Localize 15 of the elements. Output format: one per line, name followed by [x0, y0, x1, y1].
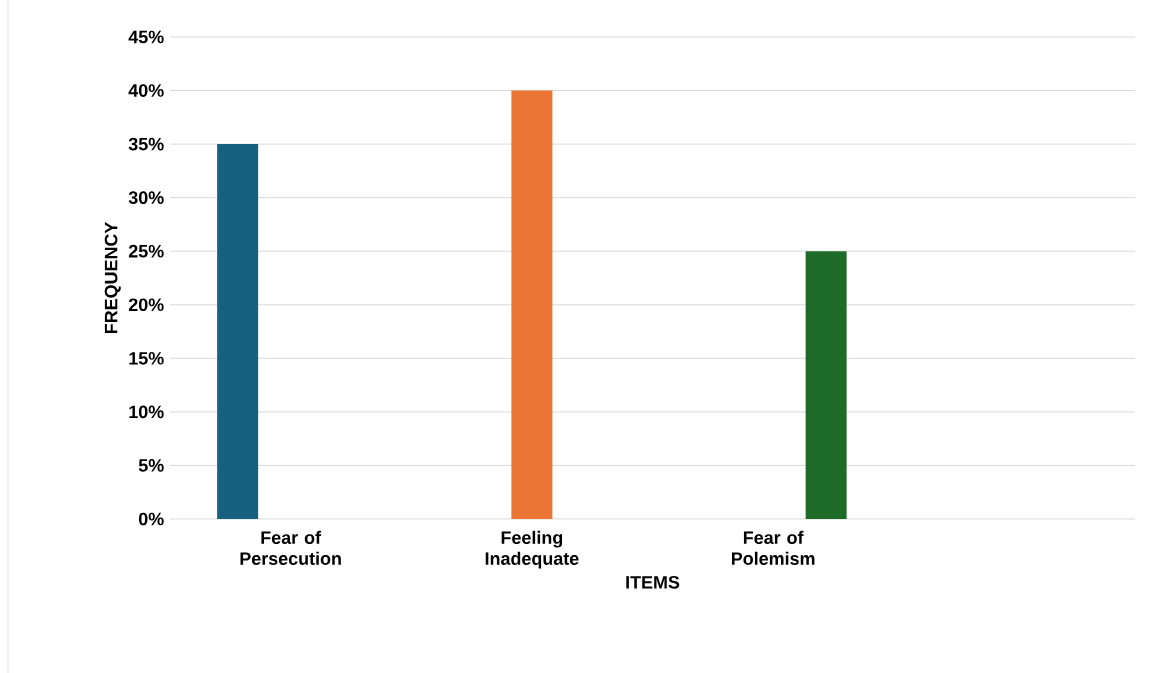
y-tick-label: 10% [129, 405, 164, 419]
x-tick-label: Fear of Persecution [240, 530, 341, 565]
y-tick-label: 30% [128, 191, 164, 205]
y-tick-label: 45% [128, 30, 164, 44]
y-axis-title: FREQUENCY [104, 221, 121, 334]
y-tick-label: 0% [138, 512, 164, 526]
y-tick-label: 25% [128, 244, 164, 258]
x-tick-label: Fear of Polemism [731, 530, 815, 565]
y-tick-label: 35% [128, 137, 164, 151]
y-tick-label: 20% [128, 298, 164, 312]
y-tick-label: 40% [128, 84, 164, 97]
y-tick-label: 15% [129, 351, 164, 365]
x-axis-title: ITEMS [626, 575, 680, 589]
y-tick-label: 5% [138, 459, 164, 472]
x-tick-label: Feeling Inadequate [485, 530, 579, 569]
